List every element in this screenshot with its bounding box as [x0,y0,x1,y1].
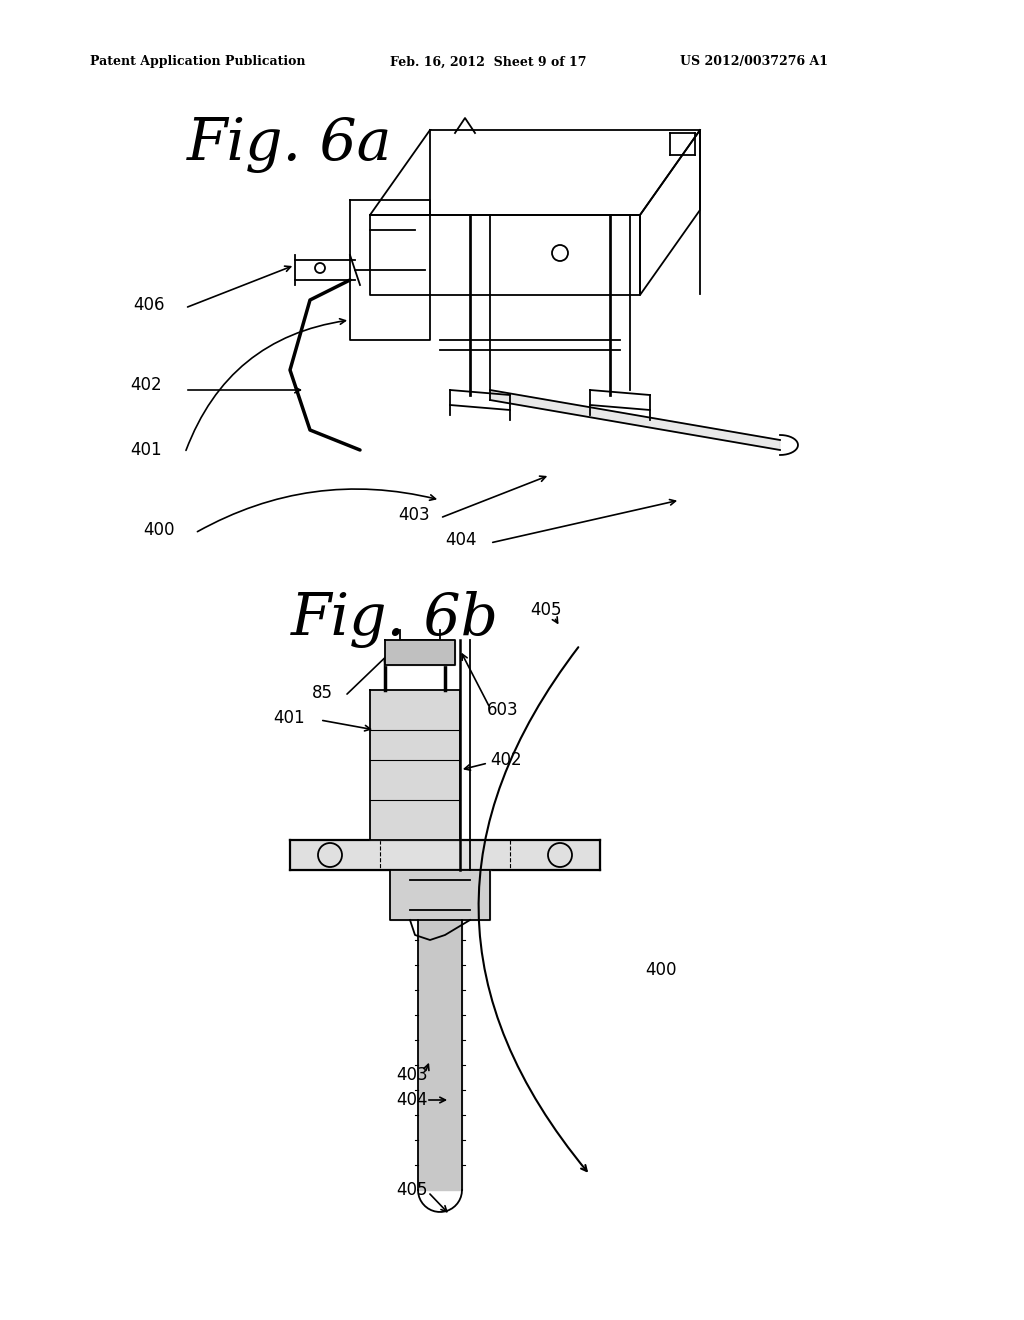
Text: 405: 405 [530,601,561,619]
Text: Patent Application Publication: Patent Application Publication [90,55,305,69]
Text: 401: 401 [130,441,162,459]
Text: 405: 405 [396,1181,428,1199]
Text: 402: 402 [490,751,521,770]
Text: 403: 403 [396,1067,428,1084]
Text: 85: 85 [312,684,333,702]
Polygon shape [385,640,455,665]
Text: 401: 401 [273,709,305,727]
Text: 404: 404 [445,531,476,549]
Text: 406: 406 [133,296,165,314]
Text: 603: 603 [487,701,518,719]
Polygon shape [390,870,490,920]
Bar [415,906,465,915]
Text: 404: 404 [396,1092,428,1109]
Text: Fig. 6a: Fig. 6a [187,116,392,173]
Text: US 2012/0037276 A1: US 2012/0037276 A1 [680,55,828,69]
Polygon shape [370,690,460,840]
Text: 402: 402 [130,376,162,393]
Polygon shape [490,389,780,450]
Polygon shape [290,840,600,870]
Text: Fig. 6b: Fig. 6b [291,591,499,648]
Text: Feb. 16, 2012  Sheet 9 of 17: Feb. 16, 2012 Sheet 9 of 17 [390,55,587,69]
Text: 403: 403 [398,506,430,524]
Text: 400: 400 [645,961,677,979]
Polygon shape [418,920,462,1191]
Text: 400: 400 [143,521,175,539]
